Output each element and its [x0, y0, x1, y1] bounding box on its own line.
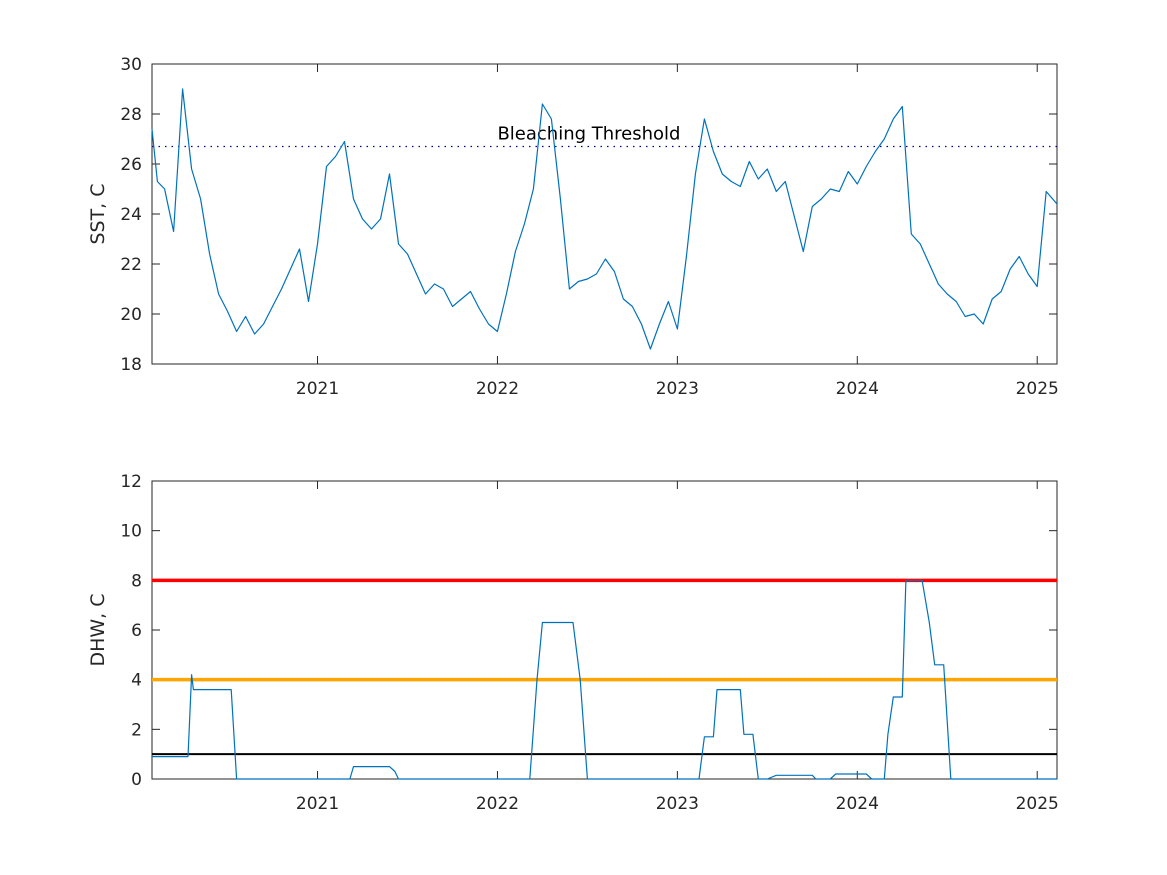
dhw-xtick-label: 2025 [1016, 794, 1059, 814]
dhw-plot: 0 2 4 6 8 10 12 2021 2022 2023 2024 2025 DHW, C [87, 472, 1059, 814]
dhw-xtick-label: 2023 [656, 794, 699, 814]
dhw-ytick-label: 6 [131, 621, 142, 641]
dhw-xtick-label: 2022 [476, 794, 519, 814]
dhw-ytick-label: 2 [131, 720, 142, 740]
sst-xtick-label: 2025 [1016, 379, 1059, 399]
dhw-ytick-label: 0 [131, 770, 142, 790]
sst-xtick-label: 2023 [656, 379, 699, 399]
dhw-ytick-label: 10 [120, 522, 142, 542]
dhw-ytick-label: 8 [131, 571, 142, 591]
sst-xtick-label: 2021 [296, 379, 339, 399]
dhw-xtick-label: 2021 [296, 794, 339, 814]
dhw-ytick-label: 12 [120, 472, 142, 492]
sst-threshold-label: Bleaching Threshold [497, 124, 680, 145]
sst-ylabel: SST, C [87, 183, 109, 244]
dhw-ytick-label: 4 [131, 671, 142, 691]
sst-ytick-label: 20 [120, 305, 142, 325]
sst-ytick-label: 22 [120, 255, 142, 275]
sst-axes-box [151, 63, 1058, 365]
sst-ytick-label: 30 [120, 55, 142, 75]
sst-ytick-label: 24 [120, 205, 142, 225]
sst-ytick-label: 28 [120, 105, 142, 125]
sst-ytick-label: 26 [120, 155, 142, 175]
sst-xtick-label: 2024 [836, 379, 879, 399]
dhw-xtick-label: 2024 [836, 794, 879, 814]
dhw-ylabel: DHW, C [87, 593, 109, 666]
sst-xtick-label: 2022 [476, 379, 519, 399]
sst-series-line [151, 88, 1058, 350]
dhw-series-line [152, 579, 1057, 780]
sst-ytick-label: 18 [120, 355, 142, 375]
dhw-axes-box [151, 480, 1058, 780]
